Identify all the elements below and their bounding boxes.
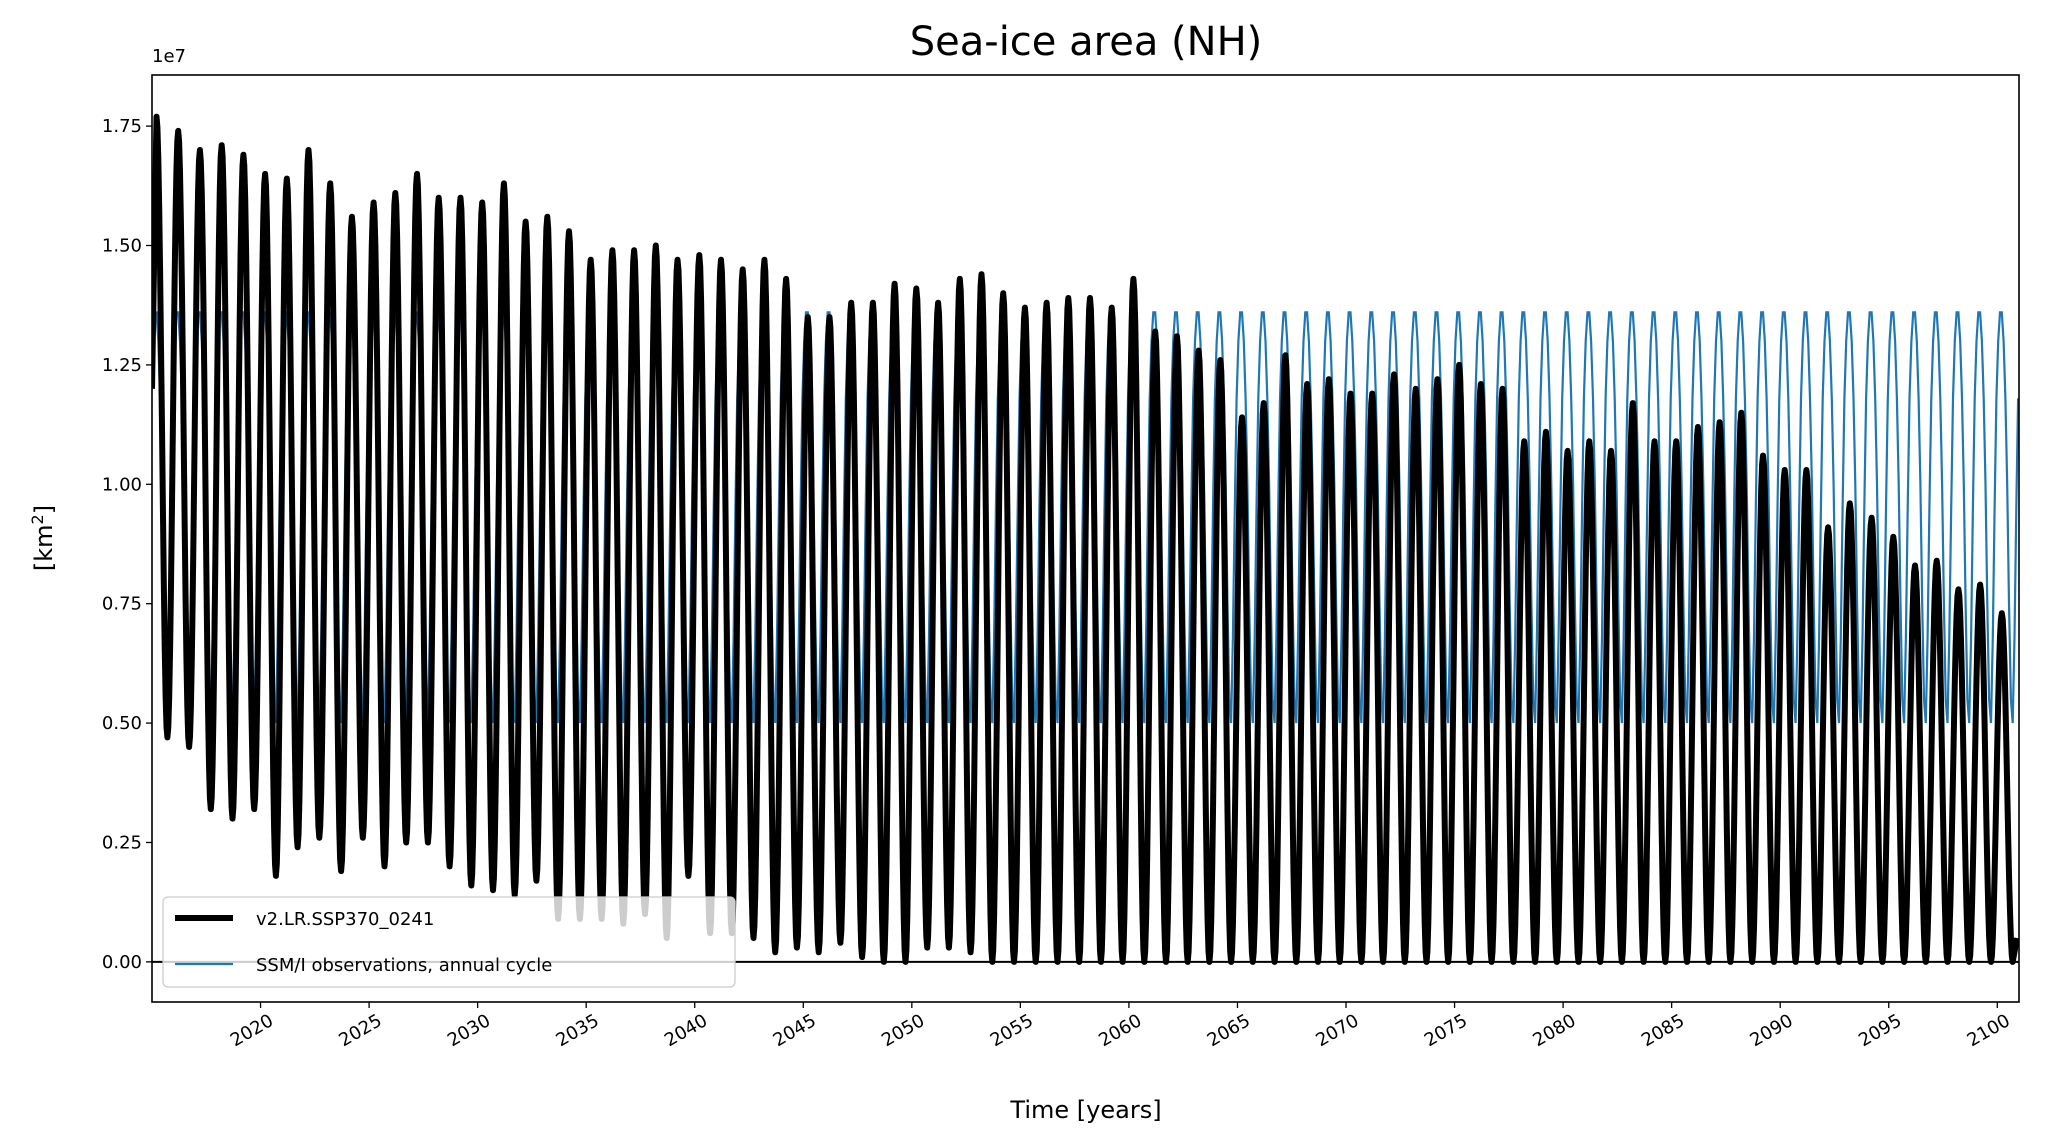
y-tick-label: 1.25 <box>102 355 142 376</box>
y-tick-label: 1.00 <box>102 474 142 495</box>
y-axis: 0.00 0.25 0.50 0.75 1.00 1.25 1.50 1.75 <box>102 116 152 973</box>
legend: v2.LR.SSP370_0241 SSM/I observations, an… <box>162 896 736 988</box>
y-tick-label: 0.25 <box>102 832 142 853</box>
y-tick-label: 1.75 <box>102 116 142 137</box>
series-line-model <box>152 113 2019 965</box>
y-tick-label: 0.50 <box>102 713 142 734</box>
y-axis-label-end: ] <box>30 505 58 514</box>
y-tick-label: 1.50 <box>102 235 142 256</box>
y-offset-label: 1e7 <box>152 46 186 67</box>
y-tick-label: 0.75 <box>102 594 142 615</box>
legend-label-obs: SSM/I observations, annual cycle <box>256 955 552 976</box>
y-axis-label: [km2] <box>28 505 58 571</box>
y-axis-label-main: [km <box>30 524 58 571</box>
chart-title: Sea-ice area (NH) <box>910 19 1263 65</box>
legend-label-model: v2.LR.SSP370_0241 <box>256 909 434 930</box>
legend-frame <box>162 896 736 988</box>
y-tick-label: 0.00 <box>102 952 142 973</box>
axes-frame <box>151 74 2020 1003</box>
y-axis-label-sup: 2 <box>28 514 47 524</box>
x-axis-label: Time [years] <box>1009 1096 1161 1124</box>
